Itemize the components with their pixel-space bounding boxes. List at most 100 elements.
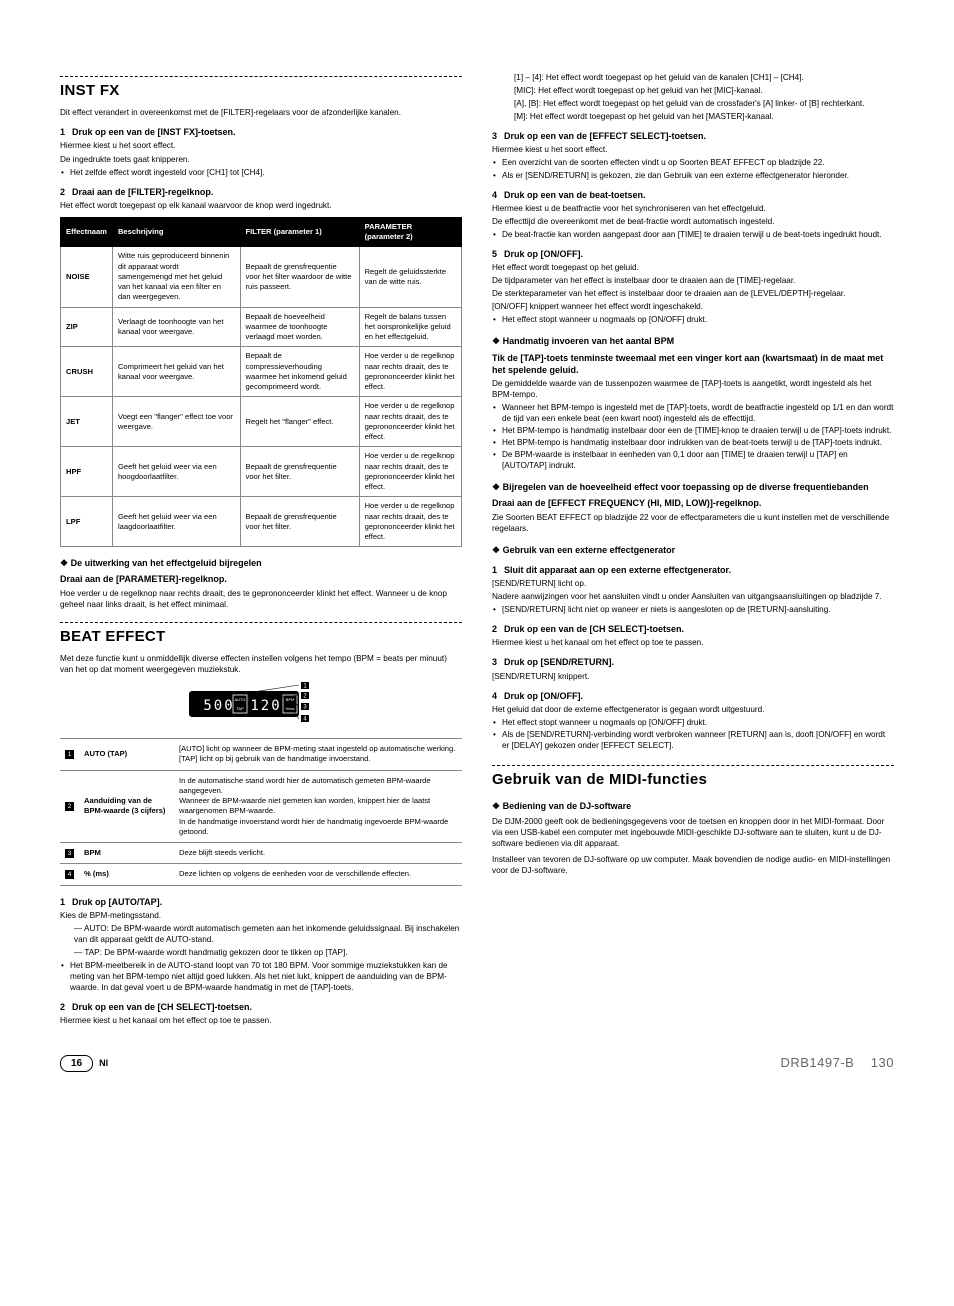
step-heading: 4Druk op [ON/OFF]. [492, 690, 894, 702]
cell-desc: Voegt een "flanger" effect toe voor weer… [112, 397, 240, 447]
cell-name: NOISE [61, 247, 113, 307]
cell-index: 1 [60, 739, 79, 771]
step-title: Druk op een van de [CH SELECT]-toetsen. [72, 1002, 252, 1012]
step-title: Druk op een van de [EFFECT SELECT]-toets… [504, 131, 706, 141]
table-row: HPFGeeft het geluid weer via een hoogdoo… [61, 447, 462, 497]
text: Installeer van tevoren de DJ-software op… [492, 854, 894, 876]
cell-param: Regelt de geluidssterkte van de witte ru… [359, 247, 461, 307]
cell-filter: Bepaalt de hoeveelheid waarmee de toonho… [240, 307, 359, 347]
cell-desc: [AUTO] licht op wanneer de BPM-meting st… [174, 739, 462, 771]
cell-name: CRUSH [61, 347, 113, 397]
text: [SEND/RETURN] knippert. [492, 671, 894, 682]
svg-text:500: 500 [203, 698, 234, 714]
cell-index: 4 [60, 864, 79, 885]
heading-beat-effect: BEAT EFFECT [60, 627, 462, 647]
text: Kies de BPM-metingsstand. [60, 910, 462, 921]
cell-label: BPM [79, 843, 174, 864]
text: De effecttijd die overeenkomt met de bea… [492, 216, 894, 227]
bullet: Als de [SEND/RETURN]-verbinding wordt ve… [492, 729, 894, 751]
text: Hiermee kiest u het kanaal om het effect… [60, 1015, 462, 1026]
text: [MIC]: Het effect wordt toegepast op het… [514, 85, 894, 96]
step-heading: 1Druk op [AUTO/TAP]. [60, 896, 462, 908]
cell-desc: Witte ruis geproduceerd binnenin dit app… [112, 247, 240, 307]
step-heading: Draai aan de [PARAMETER]-regelknop. [60, 573, 462, 585]
cell-desc: Deze blijft steeds verlicht. [174, 843, 462, 864]
cell-filter: Bepaalt de grensfrequentie voor het filt… [240, 247, 359, 307]
cell-desc: Deze lichten op volgens de eenheden voor… [174, 864, 462, 885]
text: — TAP: De BPM-waarde wordt handmatig gek… [60, 947, 462, 958]
text: De tijdparameter van het effect is inste… [492, 275, 894, 286]
text: Het effect wordt toegepast op elk kanaal… [60, 200, 462, 211]
cell-param: Hoe verder u de regelknop naar rechts dr… [359, 497, 461, 547]
text: Hiermee kiest u de beatfractie voor het … [492, 203, 894, 214]
text: [1] – [4]: Het effect wordt toegepast op… [514, 72, 894, 83]
table-row: NOISEWitte ruis geproduceerd binnenin di… [61, 247, 462, 307]
bullet: Het BPM-tempo is handmatig instelbaar do… [492, 425, 894, 436]
th: Effectnaam [61, 217, 113, 247]
cell-param: Hoe verder u de regelknop naar rechts dr… [359, 447, 461, 497]
cell-index: 3 [60, 843, 79, 864]
step-heading: 3Druk op een van de [EFFECT SELECT]-toet… [492, 130, 894, 142]
text: [SEND/RETURN] licht op. [492, 578, 894, 589]
text: Nadere aanwijzingen voor het aansluiten … [492, 591, 894, 602]
table-row: ZIPVerlaagt de toonhoogte van het kanaal… [61, 307, 462, 347]
th: FILTER (parameter 1) [240, 217, 359, 247]
bullet: Het BPM-meetbereik in de AUTO-stand loop… [60, 960, 462, 993]
step-heading: Draai aan de [EFFECT FREQUENCY (HI, MID,… [492, 497, 894, 509]
step-heading: 2Druk op een van de [CH SELECT]-toetsen. [492, 623, 894, 635]
cell-param: Hoe verder u de regelknop naar rechts dr… [359, 347, 461, 397]
svg-text:BPM: BPM [286, 697, 295, 702]
cell-name: LPF [61, 497, 113, 547]
cell-param: Regelt de balans tussen het oorspronkeli… [359, 307, 461, 347]
cell-filter: Regelt het "flanger" effect. [240, 397, 359, 447]
text: Het effect wordt toegepast op het geluid… [492, 262, 894, 273]
th: Beschrijving [112, 217, 240, 247]
step-title: Druk op [ON/OFF]. [504, 249, 583, 259]
table-row: 4% (ms)Deze lichten op volgens de eenhed… [60, 864, 462, 885]
rule [492, 765, 894, 766]
effects-table: Effectnaam Beschrijving FILTER (paramete… [60, 217, 462, 548]
cell-label: AUTO (TAP) [79, 739, 174, 771]
text: De DJM-2000 geeft ook de bedieningsgegev… [492, 816, 894, 849]
bullet: Het effect stopt wanneer u nogmaals op [… [492, 314, 894, 325]
step-title: Sluit dit apparaat aan op een externe ef… [504, 565, 731, 575]
table-row: 3BPMDeze blijft steeds verlicht. [60, 843, 462, 864]
text: Hiermee kiest u het kanaal om het effect… [492, 637, 894, 648]
step-heading: 2Draai aan de [FILTER]-regelknop. [60, 186, 462, 198]
bullet: Het effect stopt wanneer u nogmaals op [… [492, 717, 894, 728]
step-heading: 1Sluit dit apparaat aan op een externe e… [492, 564, 894, 576]
cell-filter: Bepaalt de compressieverhouding waarmee … [240, 347, 359, 397]
cell-name: ZIP [61, 307, 113, 347]
cell-label: % (ms) [79, 864, 174, 885]
step-title: Druk op [SEND/RETURN]. [504, 657, 614, 667]
cell-desc: In de automatische stand wordt hier de a… [174, 770, 462, 843]
text: Het geluid dat door de externe effectgen… [492, 704, 894, 715]
subheading: Bijregelen van de hoeveelheid effect voo… [492, 481, 894, 493]
text: Hiermee kiest u het soort effect. [492, 144, 894, 155]
table-row: 2Aanduiding van de BPM-waarde (3 cijfers… [60, 770, 462, 843]
text: Hiermee kiest u het soort effect. [60, 140, 462, 151]
text: — AUTO: De BPM-waarde wordt automatisch … [60, 923, 462, 945]
bullet: Als er [SEND/RETURN] is gekozen, zie dan… [492, 170, 894, 181]
step-title: Druk op een van de beat-toetsen. [504, 190, 646, 200]
svg-text:TAP: TAP [236, 706, 244, 711]
step-title: Druk op een van de [INST FX]-toetsen. [72, 127, 236, 137]
text: De ingedrukte toets gaat knipperen. [60, 154, 462, 165]
cell-name: JET [61, 397, 113, 447]
step-heading: 2Druk op een van de [CH SELECT]-toetsen. [60, 1001, 462, 1013]
cell-desc: Geeft het geluid weer via een hoogdoorla… [112, 447, 240, 497]
bullet: Een overzicht van de soorten effecten vi… [492, 157, 894, 168]
left-column: INST FX Dit effect verandert in overeenk… [60, 70, 462, 1028]
bullet: [SEND/RETURN] licht niet op waneer er ni… [492, 604, 894, 615]
bullet: De beat-fractie kan worden aangepast doo… [492, 229, 894, 240]
step-title: Druk op [AUTO/TAP]. [72, 897, 162, 907]
subheading: Handmatig invoeren van het aantal BPM [492, 335, 894, 347]
step-heading: Tik de [TAP]-toets tenminste tweemaal me… [492, 352, 894, 376]
cell-desc: Verlaagt de toonhoogte van het kanaal vo… [112, 307, 240, 347]
svg-text:120: 120 [250, 698, 281, 714]
text: Dit effect verandert in overeenkomst met… [60, 107, 462, 118]
text: Met deze functie kunt u onmiddellijk div… [60, 653, 462, 675]
table-row: JETVoegt een "flanger" effect toe voor w… [61, 397, 462, 447]
right-column: [1] – [4]: Het effect wordt toegepast op… [492, 70, 894, 1028]
table-row: LPFGeeft het geluid weer via een laagdoo… [61, 497, 462, 547]
